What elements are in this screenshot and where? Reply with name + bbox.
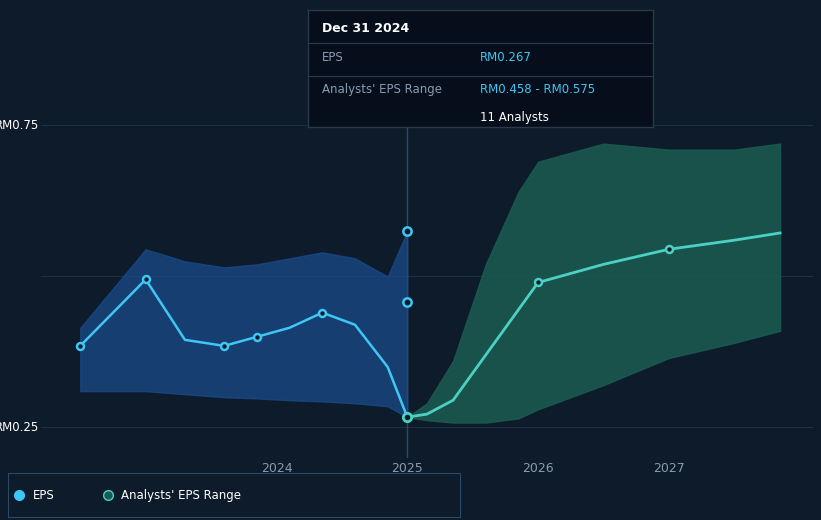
Text: Analysts' EPS Range: Analysts' EPS Range: [322, 83, 442, 96]
Text: RM0.75: RM0.75: [0, 119, 39, 132]
Text: 11 Analysts: 11 Analysts: [480, 111, 549, 124]
Text: EPS: EPS: [322, 51, 343, 64]
Text: RM0.458 - RM0.575: RM0.458 - RM0.575: [480, 83, 595, 96]
Text: RM0.267: RM0.267: [480, 51, 532, 64]
Text: EPS: EPS: [33, 489, 55, 502]
Text: Dec 31 2024: Dec 31 2024: [322, 22, 409, 35]
Text: RM0.25: RM0.25: [0, 421, 39, 434]
Text: Actual: Actual: [360, 111, 397, 124]
Text: Analysts Forecasts: Analysts Forecasts: [418, 111, 528, 124]
Text: Analysts' EPS Range: Analysts' EPS Range: [122, 489, 241, 502]
